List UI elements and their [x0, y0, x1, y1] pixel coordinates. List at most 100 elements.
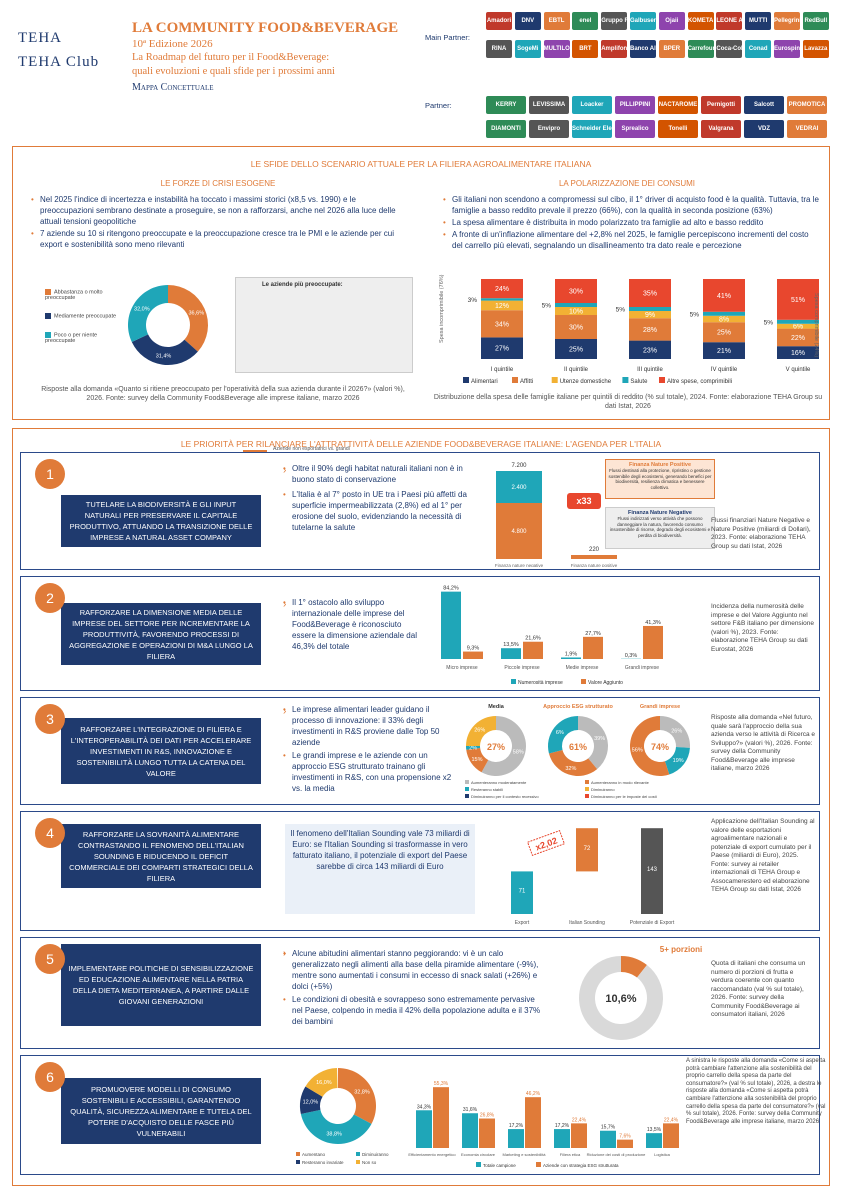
size-bar-label: 41,3%	[645, 620, 661, 626]
esg-bar	[617, 1139, 633, 1148]
priority-row-5: IMPLEMENTARE POLITICHE DI SENSIBILIZZAZI…	[20, 937, 820, 1049]
left-caption: Risposte alla domanda «Quanto si ritiene…	[41, 386, 405, 402]
worry-donut-slice-2	[131, 334, 198, 365]
stack-bar-label: 22%	[791, 335, 805, 342]
esg-category: Logistica	[654, 1152, 671, 1157]
priority-3-note: Risposte alla domanda «Nel futuro, quale…	[711, 714, 816, 772]
multiplier-badge-text: x33	[576, 496, 591, 506]
main-partner-logo: RedBull	[802, 12, 829, 30]
partner-logo: VDZ	[744, 120, 784, 138]
pmi-box-title: Le aziende più preoccupate:	[262, 282, 343, 288]
legend-swatch	[551, 377, 558, 383]
size-bar	[441, 591, 461, 659]
stack-bar-segment	[703, 322, 745, 343]
rd-donut-title: Grandi imprese	[640, 704, 680, 710]
rd-donut-center: 61%	[569, 742, 587, 752]
priority-1-note: Flussi finanziari Nature Negative e Natu…	[711, 517, 811, 550]
is-bar-potential	[641, 828, 663, 914]
quintile-label: IV quintile	[711, 367, 738, 373]
stack-bar-segment	[629, 318, 671, 341]
stack-bar-label: 27%	[495, 346, 509, 353]
priority-5-label: IMPLEMENTARE POLITICHE DI SENSIBILIZZAZI…	[61, 944, 261, 1026]
legend-swatch	[356, 1160, 360, 1164]
logo-teha-club-text: TEHA Club	[18, 54, 100, 70]
main-partner-logo: Galbusera	[630, 12, 656, 30]
partner-logo: LEVISSIMA	[529, 96, 569, 114]
legend-swatch	[512, 377, 518, 383]
legend-label: Diminuiranno	[591, 787, 615, 792]
size-bar	[583, 636, 603, 659]
donut-legend-3: Poco o per niente preoccupate	[45, 332, 98, 345]
stack-bar-segment	[481, 337, 523, 359]
esg-bar	[462, 1113, 478, 1148]
rd-donut-2-slice-3	[548, 716, 578, 754]
is-bar-label: 71	[519, 889, 526, 895]
rd-donut-1-slice-1	[481, 716, 526, 776]
quintile-label: II quintile	[564, 367, 589, 373]
legend-swatch	[511, 679, 516, 684]
stack-bar-segment	[777, 346, 819, 359]
legend-label: Resteranno stabili	[471, 787, 503, 792]
right-bullet-3: A fronte di un'inflazione alimentare del…	[443, 229, 821, 251]
legend-label: Non so	[362, 1160, 377, 1165]
rd-donut-3-label-2: 19%	[673, 758, 684, 764]
donut-legend: Abbastanza o molto preoccupate Mediament…	[45, 289, 127, 344]
esg-bar-label: 17,2%	[509, 1123, 524, 1129]
priority-5-bullets: Alcune abitudini alimentari stanno peggi…	[283, 948, 543, 1028]
main-partner-logo: EBTL	[543, 12, 570, 30]
priority-2-number: 2	[35, 583, 65, 613]
legend-label: Aumenteranno moderatamente	[471, 780, 527, 785]
esg-bar	[479, 1118, 495, 1148]
worry-donut-label-1: 36,6%	[188, 310, 204, 316]
size-bar-label: 9,3%	[467, 646, 480, 652]
worry-donut-chart: 36,6% 31,4% 32,0%	[128, 285, 208, 365]
nature-finance-chart: 7.200 2.400 4.800 220 x33 Finanza nature nega…	[495, 463, 618, 567]
stack-bar-segment	[481, 298, 523, 301]
legend-label: Diminuiranno	[362, 1152, 389, 1157]
main-partner-logo: Banco Alimentare	[630, 40, 656, 58]
priority-3-number: 3	[35, 704, 65, 734]
legend-label: Diminuiranno per il contesto recessivo	[471, 794, 539, 799]
edition: 10ª Edizione 2026	[132, 38, 213, 50]
main-partner-logo: Carrefour	[687, 40, 714, 58]
nature-positive-title: Finanza Nature Positive	[628, 462, 692, 468]
esg-bar-label: 31,6%	[463, 1107, 478, 1113]
worry-donut-slice-3	[128, 285, 168, 343]
stack-bar-label: 10%	[569, 309, 583, 316]
stack-bar-label: 3%	[468, 297, 478, 304]
priority-4-number: 4	[35, 818, 65, 848]
stack-bar-label: 5%	[764, 319, 774, 326]
rd-donut-1-slice-2	[466, 748, 489, 773]
rd-donut-2-slice-2	[548, 749, 598, 776]
firm-size-chart: 84,2% 9,3% Micro imprese 13,5% 21,6% Piccole …	[441, 586, 663, 686]
is-bar-label: 72	[584, 846, 591, 852]
rd-donut-3-slice-1	[660, 716, 690, 748]
size-bar	[643, 625, 663, 659]
priority-4-label: RAFFORZARE LA SOVRANITÀ ALIMENTARE CONTR…	[61, 824, 261, 888]
fv-donut-slice-2	[579, 956, 663, 1040]
right-bullets: Gli italiani non scendono a compromessi …	[443, 194, 821, 252]
esg-bar	[646, 1133, 662, 1148]
nature-negative-box: Finanza Nature Negative Flussi indirizza…	[605, 507, 715, 549]
section-agenda-title: LE PRIORITÀ PER RILANCIARE L'ATTRATTIVIT…	[180, 439, 662, 449]
stack-bar-segment	[629, 279, 671, 307]
main-partner-logo: KOMETA	[687, 12, 714, 30]
esg-category: Efficientamento energetico	[408, 1152, 456, 1157]
esg-bar-label: 34,3%	[417, 1104, 432, 1110]
priority-row-1: TUTELARE LA BIODIVERSITÀ E GLI INPUT NAT…	[20, 452, 820, 570]
size-bar	[523, 641, 543, 659]
fv-donut-center: 10,6%	[605, 993, 636, 1005]
legend-swatch	[622, 377, 629, 383]
legend-label: Numerosità imprese	[518, 680, 563, 686]
legend-label: Affitti	[520, 379, 533, 385]
legend-label: Utenze domestiche	[560, 379, 612, 385]
right-subtitle: LA POLARIZZAZIONE DEI CONSUMI	[558, 179, 696, 188]
legend-label: Aziende con strategia ESG strutturata	[543, 1163, 619, 1168]
esg-bar-label: 46,2%	[526, 1091, 541, 1097]
legend-swatch	[585, 794, 589, 798]
esg-bar	[416, 1110, 432, 1148]
partner-logo: Sprealico	[615, 120, 655, 138]
legend-label: Aumentano	[302, 1152, 326, 1157]
stack-bar-label: 24%	[495, 286, 509, 293]
